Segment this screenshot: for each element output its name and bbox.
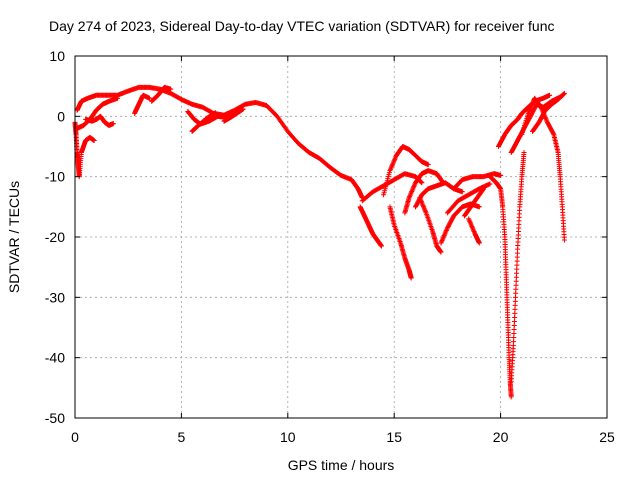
series-main <box>74 84 365 201</box>
data-point <box>146 95 152 101</box>
y-tick-label: -30 <box>45 289 65 305</box>
x-tick-label: 15 <box>386 429 402 445</box>
data-point <box>110 121 116 127</box>
y-tick-label: -50 <box>45 410 65 426</box>
y-tick-label: 10 <box>49 48 65 64</box>
y-tick-label: -10 <box>45 169 65 185</box>
data-point <box>557 94 563 100</box>
data-point <box>459 189 465 195</box>
y-tick-label: 0 <box>57 108 65 124</box>
data-point <box>476 240 482 246</box>
data-point <box>408 275 414 281</box>
series-branch-12 <box>461 186 487 219</box>
series-branch-1 <box>357 204 384 249</box>
x-axis-label: GPS time / hours <box>288 457 395 473</box>
series-branch-11 <box>466 216 482 246</box>
data-point <box>547 92 553 98</box>
series-late-loop <box>519 95 567 243</box>
series-dip-b <box>189 110 218 134</box>
series-dip-e <box>149 84 174 104</box>
y-tick-label: -20 <box>45 229 65 245</box>
data-point <box>212 110 218 116</box>
data-point <box>168 86 174 92</box>
series-late-up <box>495 92 553 149</box>
data-point <box>561 237 567 243</box>
data-point <box>418 179 424 185</box>
chart-title: Day 274 of 2023, Sidereal Day-to-day VTE… <box>49 18 555 34</box>
data-point <box>115 95 121 101</box>
data-point <box>419 180 425 186</box>
data-point <box>560 91 566 97</box>
series-branch-2 <box>359 171 425 204</box>
axis-ticks: 0 5 10 15 20 25 -50 -40 -30 -20 -10 0 10 <box>45 48 615 445</box>
x-tick-label: 5 <box>178 429 186 445</box>
data-point <box>561 90 567 96</box>
data-point <box>438 249 444 255</box>
series-branch-7 <box>417 195 444 255</box>
data-point <box>481 186 487 192</box>
x-tick-label: 25 <box>599 429 615 445</box>
x-tick-label: 20 <box>493 429 509 445</box>
y-tick-label: -40 <box>45 350 65 366</box>
data-point <box>498 172 504 178</box>
series-late-rise <box>508 150 527 385</box>
series-arc-a <box>83 113 116 128</box>
series-branch-5 <box>402 168 446 216</box>
series-branch-3 <box>387 204 414 281</box>
data-point <box>425 162 431 168</box>
data-point <box>240 106 246 112</box>
x-tick-label: 0 <box>71 429 79 445</box>
data-point <box>521 150 527 156</box>
x-tick-label: 10 <box>280 429 296 445</box>
data-points <box>72 84 567 400</box>
series-late-drop <box>487 174 514 400</box>
data-point <box>550 130 556 136</box>
data-point <box>561 91 567 97</box>
series-dip-d <box>132 92 152 116</box>
series-dip-a <box>185 109 238 127</box>
y-axis-label: SDTVAR / TECUs <box>6 181 22 293</box>
series-branch-4 <box>381 144 431 198</box>
data-point <box>378 243 384 249</box>
series-dip-c <box>221 106 246 124</box>
data-point <box>418 179 424 185</box>
data-point <box>91 137 97 143</box>
series-late-mid <box>508 94 563 156</box>
data-point <box>480 186 486 192</box>
data-point <box>508 394 514 400</box>
data-point <box>476 204 482 210</box>
data-point <box>487 181 493 187</box>
